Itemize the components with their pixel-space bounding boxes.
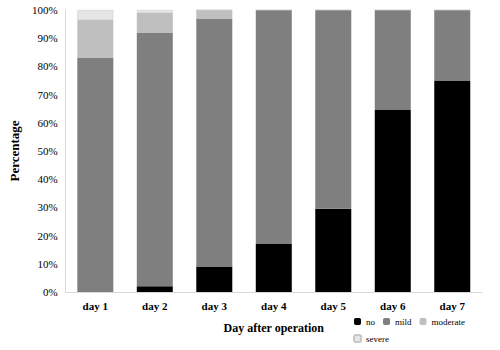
svg-text:Percentage: Percentage [7,120,22,181]
svg-text:day 2: day 2 [142,300,168,312]
svg-text:severe: severe [366,334,389,344]
svg-text:day 7: day 7 [440,300,466,312]
svg-text:no: no [366,317,376,327]
svg-text:100%: 100% [32,4,58,16]
svg-text:50%: 50% [37,145,57,157]
svg-text:mild: mild [395,317,412,327]
svg-text:day 4: day 4 [261,300,287,312]
svg-text:Day after operation: Day after operation [224,321,325,335]
svg-text:40%: 40% [37,173,57,185]
svg-text:day 5: day 5 [321,300,347,312]
svg-text:70%: 70% [37,89,57,101]
svg-text:30%: 30% [37,201,57,213]
svg-text:10%: 10% [37,258,57,270]
svg-text:90%: 90% [37,32,57,44]
svg-text:moderate: moderate [432,317,465,327]
svg-text:60%: 60% [37,117,57,129]
svg-text:day 1: day 1 [83,300,108,312]
svg-text:80%: 80% [37,60,57,72]
svg-text:day 3: day 3 [202,300,228,312]
svg-text:0%: 0% [43,286,58,298]
svg-text:day 6: day 6 [380,300,406,312]
svg-text:20%: 20% [37,230,57,242]
